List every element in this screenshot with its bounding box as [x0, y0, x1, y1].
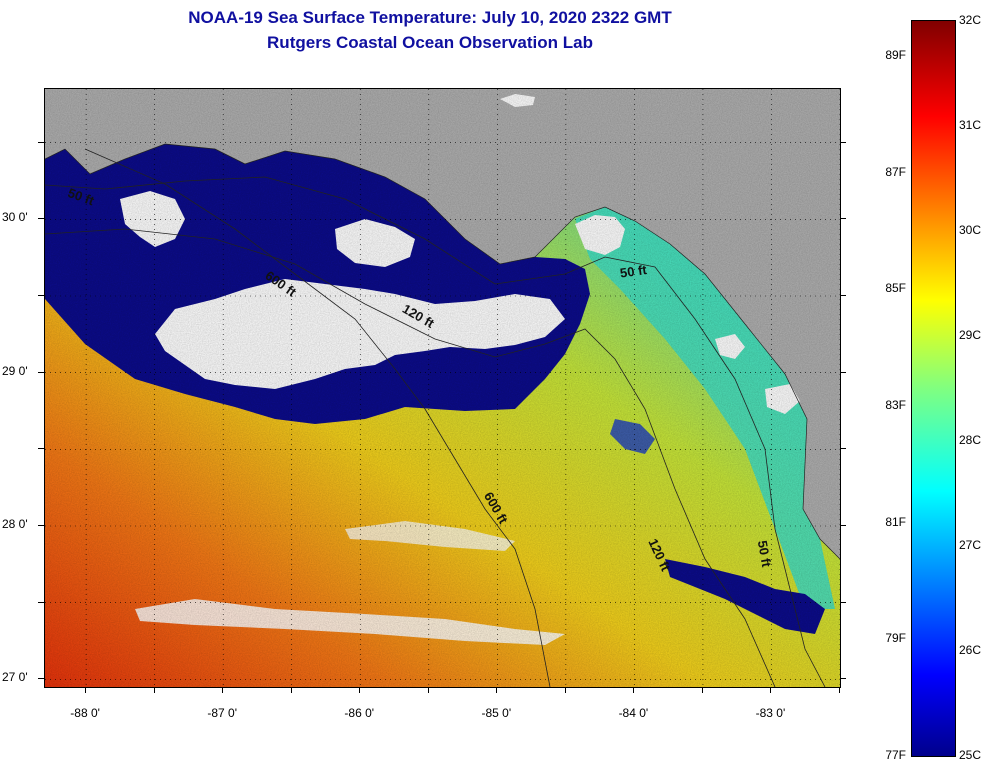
colorbar-celsius-label: 29C: [959, 328, 982, 342]
latitude-label: 30 0': [2, 210, 28, 225]
longitude-label: -85 0': [481, 706, 512, 720]
colorbar-fahrenheit-label: 77F: [885, 748, 906, 762]
colorbar-celsius-label: 30C: [959, 223, 982, 237]
axis-tick: [496, 687, 498, 693]
latitude-label: 29 0': [2, 363, 28, 378]
depth-contour-label: 50 ft: [755, 539, 775, 569]
axis-tick: [840, 601, 846, 603]
axis-tick: [840, 448, 846, 450]
axis-tick: [38, 295, 44, 296]
colorbar-celsius-label: 31C: [959, 118, 982, 132]
axis-tick: [840, 371, 846, 373]
axis-tick: [840, 678, 846, 680]
map-subtitle: Rutgers Coastal Ocean Observation Lab: [267, 33, 593, 52]
axis-tick: [840, 218, 846, 220]
longitude-label: -87 0': [207, 706, 238, 720]
axis-tick: [840, 295, 846, 296]
colorbar-fahrenheit-label: 89F: [885, 48, 906, 62]
longitude-label: -88 0': [70, 706, 100, 720]
colorbar-celsius-label: 32C: [959, 13, 982, 27]
map-title: NOAA-19 Sea Surface Temperature: July 10…: [188, 8, 672, 27]
axis-tick: [38, 371, 44, 373]
colorbar-fahrenheit-label: 81F: [885, 514, 906, 529]
longitude-label: -86 0': [344, 706, 375, 720]
depth-contour-label: 50 ft: [619, 262, 648, 281]
axis-tick: [770, 687, 772, 693]
axis-tick: [564, 687, 566, 693]
colorbar-fahrenheit-label: 85F: [885, 281, 906, 296]
axis-tick: [840, 141, 846, 143]
axis-tick: [153, 687, 155, 693]
coastline: [45, 143, 840, 560]
axis-tick: [840, 525, 846, 526]
depth-contour-120ft: [45, 228, 776, 687]
colorbar: [911, 20, 956, 757]
longitude-label: -83 0': [755, 706, 786, 720]
colorbar-fahrenheit-label: 79F: [885, 631, 906, 646]
colorbar-fahrenheit-label: 83F: [885, 398, 906, 412]
latitude-label: 27 0': [2, 670, 28, 685]
axis-tick: [38, 678, 44, 680]
colorbar-celsius-label: 28C: [959, 433, 982, 447]
axis-tick: [38, 448, 44, 450]
longitude-label: -84 0': [618, 706, 649, 720]
axis-tick: [38, 525, 44, 526]
axis-tick: [701, 687, 703, 693]
depth-contour-50ft: [45, 176, 826, 687]
axis-tick: [839, 687, 840, 693]
colorbar-celsius-label: 27C: [959, 538, 982, 552]
colorbar-celsius-label: 26C: [959, 643, 982, 657]
axis-tick: [290, 687, 292, 693]
depth-contour-600ft: [84, 148, 551, 687]
colorbar-celsius-label: 25C: [959, 748, 982, 762]
axis-tick: [359, 687, 361, 693]
axis-tick: [38, 601, 44, 603]
axis-tick: [222, 687, 224, 693]
axis-tick: [38, 218, 44, 220]
latitude-label: 28 0': [2, 517, 28, 531]
axis-tick: [85, 687, 87, 693]
colorbar-fahrenheit-label: 87F: [885, 164, 906, 179]
axis-tick: [427, 687, 429, 693]
axis-tick: [633, 687, 635, 693]
sst-map: 50 ft 600 ft 120 ft 50 ft 600 ft 120 ft 50 ft: [44, 88, 841, 688]
axis-tick: [38, 141, 44, 143]
